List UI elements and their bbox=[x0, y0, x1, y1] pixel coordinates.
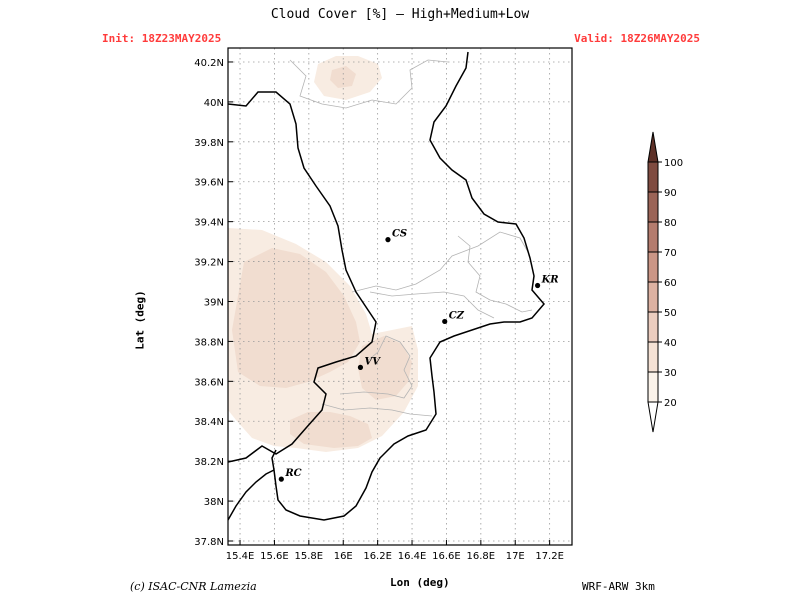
colorbar-segment bbox=[647, 341, 659, 373]
colorbar-segment bbox=[647, 161, 659, 193]
colorbar-segment bbox=[647, 371, 659, 403]
city-marker-cz bbox=[442, 318, 448, 325]
axis-ticks: 15.4E 15.6E 15.8E 16E 16.2E 16.4E 16.6E 16.8E 17… bbox=[194, 58, 564, 562]
coastline-west-north bbox=[228, 91, 377, 463]
lon-tick-label: 17.2E bbox=[535, 551, 564, 562]
lat-tick-label: 40.2N bbox=[194, 58, 224, 69]
lat-tick-label: 39.4N bbox=[194, 218, 224, 229]
colorbar-segment bbox=[647, 191, 659, 223]
cloud-cover-shading bbox=[228, 56, 418, 452]
coastline-sicily bbox=[228, 469, 275, 521]
colorbar-label: 90 bbox=[664, 188, 677, 199]
cloud-area-medium-north bbox=[330, 66, 356, 88]
colorbar-label: 40 bbox=[664, 338, 677, 349]
colorbar-segment bbox=[647, 251, 659, 283]
lat-tick-label: 38.6N bbox=[194, 377, 224, 388]
province-border-catanzaro bbox=[369, 291, 495, 319]
city-label-cz: CZ bbox=[449, 310, 465, 321]
province-border-vibo bbox=[339, 335, 413, 399]
city-marker-vv bbox=[357, 364, 364, 370]
province-border-crotone bbox=[457, 235, 533, 313]
credit-text: (c) ISAC-CNR Lamezia bbox=[130, 580, 257, 593]
colorbar-segment bbox=[647, 311, 659, 343]
init-time-label: Init: 18Z23MAY2025 bbox=[102, 32, 222, 45]
colorbar-label: 50 bbox=[664, 308, 677, 319]
colorbar-upper-arrow bbox=[647, 131, 659, 163]
lat-tick-label: 40N bbox=[204, 98, 224, 109]
city-label-rc: RC bbox=[284, 468, 301, 479]
lon-tick-label: 16.6E bbox=[432, 551, 461, 562]
lat-tick-label: 39.8N bbox=[194, 138, 224, 149]
city-markers: CS KR CZ VV RC bbox=[278, 229, 559, 482]
lon-tick-label: 16.4E bbox=[398, 551, 427, 562]
cloud-area-medium-south bbox=[290, 412, 372, 448]
lat-tick-label: 37.8N bbox=[194, 537, 224, 548]
city-label-vv: VV bbox=[364, 356, 381, 367]
map-frame bbox=[227, 47, 573, 546]
lat-tick-label: 38N bbox=[204, 497, 224, 508]
lat-tick-label: 39.2N bbox=[194, 258, 224, 269]
lat-tick-label: 38.8N bbox=[194, 337, 224, 348]
model-label: WRF-ARW 3km bbox=[582, 580, 655, 593]
x-axis-label: Lon (deg) bbox=[390, 576, 450, 589]
colorbar-label: 100 bbox=[664, 158, 683, 169]
lat-tick-label: 39.6N bbox=[194, 178, 224, 189]
colorbar-lower-arrow bbox=[647, 401, 659, 433]
lon-tick-label: 16.2E bbox=[363, 551, 392, 562]
lon-tick-label: 16E bbox=[334, 551, 353, 562]
colorbar-label: 60 bbox=[664, 278, 677, 289]
colorbar: 20 30 40 50 60 70 80 90 100 bbox=[647, 131, 683, 433]
lon-tick-label: 17E bbox=[506, 551, 525, 562]
coastline-layer bbox=[228, 51, 545, 521]
coastline-ionian bbox=[271, 51, 545, 521]
cloud-area-medium bbox=[232, 248, 360, 388]
colorbar-segment bbox=[647, 221, 659, 253]
city-marker-cs bbox=[385, 237, 391, 243]
valid-time-label: Valid: 18Z26MAY2025 bbox=[574, 32, 700, 45]
lat-tick-label: 38.2N bbox=[194, 457, 224, 468]
colorbar-label: 20 bbox=[664, 398, 677, 409]
lon-tick-label: 15.8E bbox=[295, 551, 324, 562]
lat-tick-label: 38.4N bbox=[194, 417, 224, 428]
colorbar-segment bbox=[647, 281, 659, 313]
lon-tick-label: 16.8E bbox=[467, 551, 496, 562]
lon-tick-label: 15.4E bbox=[226, 551, 255, 562]
colorbar-label: 30 bbox=[664, 368, 677, 379]
cloud-area-medium-east bbox=[358, 336, 412, 400]
province-border-north bbox=[351, 231, 529, 293]
city-label-kr: KR bbox=[541, 275, 559, 286]
lon-tick-label: 15.6E bbox=[260, 551, 289, 562]
city-label-cs: CS bbox=[392, 229, 407, 240]
colorbar-label: 80 bbox=[664, 218, 677, 229]
city-marker-rc bbox=[278, 476, 284, 482]
map-title: Cloud Cover [%] — High+Medium+Low bbox=[270, 7, 530, 22]
province-border-reggio bbox=[321, 403, 433, 417]
lat-tick-label: 39N bbox=[204, 297, 224, 308]
regional-border bbox=[289, 59, 449, 109]
city-marker-kr bbox=[535, 282, 541, 289]
colorbar-label: 70 bbox=[664, 248, 677, 259]
